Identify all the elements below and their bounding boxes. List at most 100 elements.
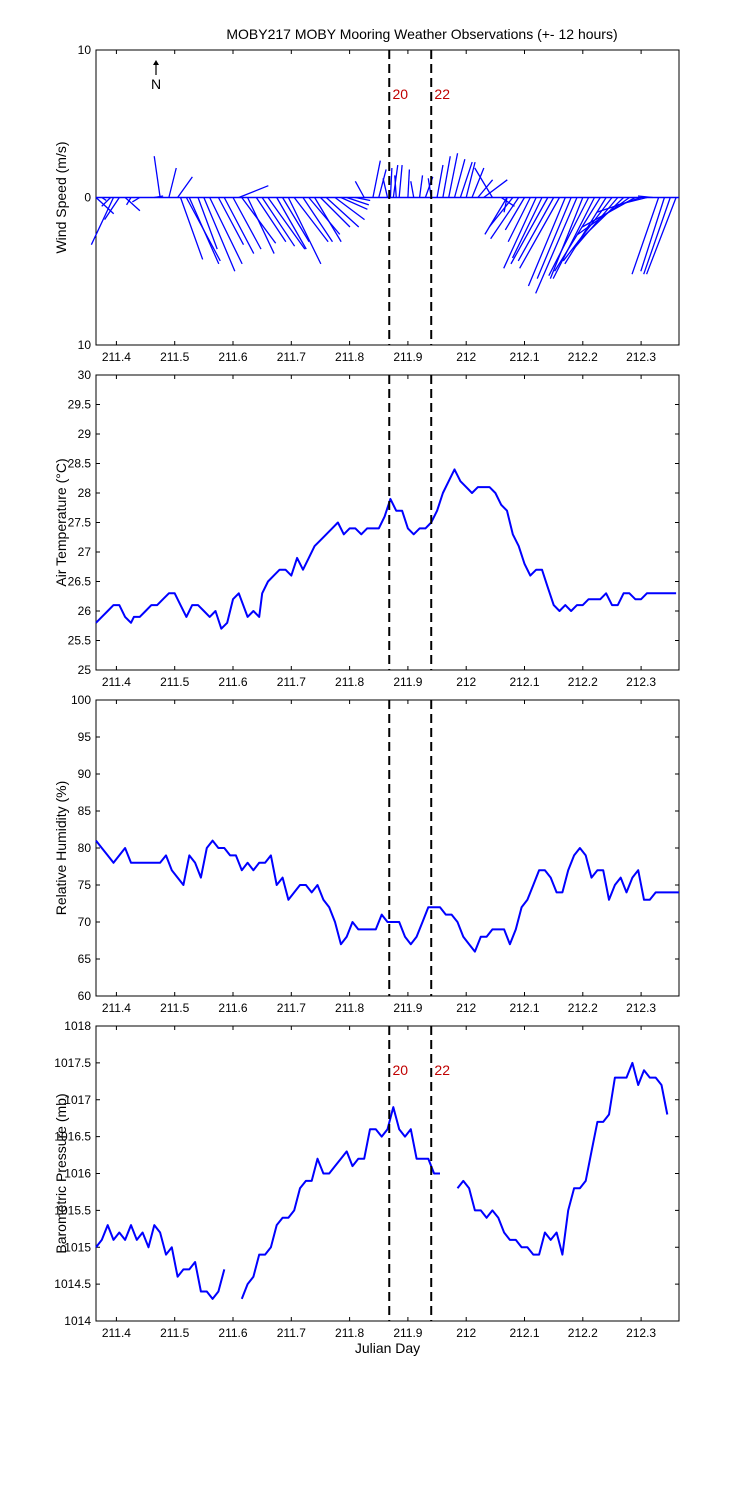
x-tick-label: 211.7 — [277, 350, 306, 364]
y-tick-label: 65 — [78, 952, 92, 966]
wind-stick — [410, 181, 415, 198]
x-tick-label: 212.3 — [626, 1326, 656, 1340]
y-tick-label: 25.5 — [68, 634, 92, 648]
x-tick-label: 212 — [456, 675, 476, 689]
x-tick-label: 211.8 — [335, 1001, 364, 1015]
y-tick-label: 28.5 — [68, 457, 92, 471]
wind-stick — [276, 197, 307, 250]
series-line — [95, 468, 677, 630]
plot-frame — [95, 699, 680, 997]
x-tick-label: 212 — [456, 1001, 476, 1015]
wind-stick — [483, 179, 508, 199]
wind-stick — [346, 196, 370, 206]
wind-stick — [177, 176, 193, 198]
wind-stick — [459, 161, 473, 198]
wind-stick — [536, 197, 572, 279]
y-axis-label: Wind Speed (m/s) — [53, 141, 69, 253]
wind-stick — [507, 197, 531, 243]
wind-stick — [490, 197, 520, 240]
wind-stick — [503, 197, 508, 213]
y-tick-label: 70 — [78, 915, 92, 929]
wind-stick — [340, 196, 368, 210]
panel-airtemp: 211.4 211.5 211.6 211.7 211.8 211.9 212 212.1 21… — [53, 368, 680, 689]
wind-stick — [436, 164, 444, 198]
wind-stick — [188, 197, 220, 265]
wind-stick — [394, 175, 397, 198]
wind-stick — [334, 196, 365, 221]
y-axis-label: Barometric Pressure (mb) — [53, 1093, 69, 1253]
series-line — [456, 1061, 669, 1256]
x-tick-label: 212 — [456, 350, 476, 364]
series-line — [240, 1106, 440, 1300]
y-tick-label: 26.5 — [68, 575, 92, 589]
wind-stick — [477, 179, 494, 198]
wind-stick — [255, 197, 287, 243]
wind-stick — [564, 197, 607, 265]
series-line — [95, 839, 679, 953]
y-tick-label: 29.5 — [68, 398, 92, 412]
wind-stick — [645, 197, 677, 275]
wind-stick — [382, 178, 389, 198]
x-tick-label: 211.4 — [102, 1001, 131, 1015]
y-tick-label: 1014.5 — [54, 1277, 91, 1291]
x-tick-label: 211.5 — [160, 350, 189, 364]
y-tick-label: 27.5 — [68, 516, 92, 530]
wind-stick — [471, 167, 485, 198]
wind-stick — [238, 185, 269, 199]
wind-stick — [407, 169, 411, 198]
wind-stick — [549, 197, 584, 279]
x-tick-label: 211.5 — [160, 1001, 189, 1015]
y-tick-label: 10 — [78, 43, 92, 57]
x-tick-label: 212.3 — [626, 1001, 656, 1015]
x-tick-label: 212.2 — [568, 675, 598, 689]
x-tick-label: 211.7 — [277, 1001, 306, 1015]
x-tick-label: 211.9 — [393, 675, 422, 689]
wind-stick — [168, 167, 177, 198]
north-arrow-head — [153, 60, 159, 65]
y-tick-label: 1015.5 — [54, 1203, 91, 1217]
wind-stick — [442, 156, 451, 198]
wind-stick — [500, 196, 515, 207]
wind-stick — [389, 167, 393, 198]
y-tick-label: 1017.5 — [54, 1056, 91, 1070]
wind-stick — [203, 197, 236, 272]
x-tick-label: 212.1 — [509, 1326, 539, 1340]
wind-stick — [474, 167, 493, 198]
x-tick-label: 211.9 — [393, 350, 422, 364]
wind-stick — [261, 197, 296, 247]
wind-stick — [503, 197, 537, 269]
y-tick-label: 85 — [78, 804, 92, 818]
panel-wind: 211.4 211.5 211.6 211.7 211.8 211.9 212 212.1 21… — [53, 43, 680, 364]
north-label: N — [151, 76, 161, 92]
wind-stick — [267, 197, 306, 250]
x-tick-label: 211.7 — [277, 1326, 306, 1340]
y-tick-label: 1016.5 — [54, 1130, 91, 1144]
x-tick-label: 211.6 — [218, 1326, 247, 1340]
x-tick-label: 211.4 — [102, 350, 131, 364]
x-tick-label: 211.9 — [393, 1001, 422, 1015]
wind-stick — [232, 197, 262, 250]
x-tick-label: 211.7 — [277, 675, 306, 689]
event-marker-label: 22 — [434, 86, 450, 102]
wind-stick — [223, 197, 255, 254]
wind-stick — [453, 158, 466, 198]
x-axis-label: Julian Day — [355, 1340, 420, 1356]
wind-stick — [125, 197, 132, 206]
y-axis-label: Relative Humidity (%) — [53, 781, 69, 916]
y-tick-label: 1017 — [64, 1093, 91, 1107]
y-tick-label: 75 — [78, 878, 92, 892]
plot-frame — [95, 374, 680, 671]
y-tick-label: 95 — [78, 730, 92, 744]
y-tick-label: 25 — [78, 663, 92, 677]
x-tick-label: 211.8 — [335, 675, 364, 689]
wind-stick — [418, 175, 424, 198]
y-tick-label: 80 — [78, 841, 92, 855]
wind-stick — [308, 197, 341, 235]
wind-stick — [517, 197, 555, 262]
wind-stick — [124, 197, 141, 212]
wind-stick — [293, 197, 329, 243]
wind-stick — [488, 197, 514, 228]
x-tick-label: 211.4 — [102, 675, 131, 689]
x-tick-label: 212.2 — [568, 350, 598, 364]
wind-stick — [548, 197, 590, 276]
